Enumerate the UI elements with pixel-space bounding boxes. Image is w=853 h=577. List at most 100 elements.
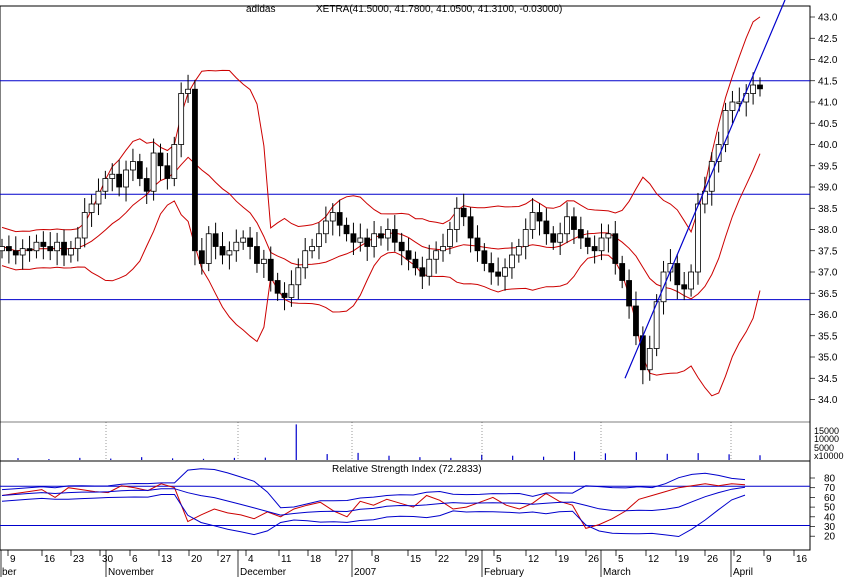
price-tick-label: 41.5 xyxy=(818,76,838,87)
rsi-lines xyxy=(1,468,746,538)
candle-body xyxy=(564,216,570,235)
candle-body xyxy=(157,152,164,167)
candle-body xyxy=(309,246,315,252)
x-month-label: November xyxy=(108,567,155,577)
candle-body xyxy=(288,284,295,298)
price-tick-label: 42.0 xyxy=(818,55,838,66)
candle-body xyxy=(550,233,557,243)
candle-body xyxy=(681,284,688,290)
candle-body xyxy=(274,280,281,294)
x-day-label: 4 xyxy=(248,554,254,565)
candle-body xyxy=(722,110,729,145)
rsi-upper-band xyxy=(1,468,746,509)
candle-body xyxy=(708,161,715,192)
candle-body xyxy=(481,250,488,264)
candle-body xyxy=(185,88,191,94)
candle-body xyxy=(343,224,350,235)
candle-body xyxy=(295,267,302,286)
candle-body xyxy=(19,248,26,256)
x-day-label: 26 xyxy=(588,554,600,565)
candle-body xyxy=(12,250,19,256)
x-day-label: 5 xyxy=(496,554,502,565)
candle-body xyxy=(398,241,405,252)
candle-body xyxy=(205,233,212,264)
candle-body xyxy=(116,173,123,188)
price-tick-label: 35.0 xyxy=(818,353,838,364)
candle-body xyxy=(102,178,109,192)
price-tick-label: 37.0 xyxy=(818,268,838,279)
candle-body xyxy=(750,84,757,94)
x-day-label: 26 xyxy=(707,554,719,565)
candle-body xyxy=(440,246,446,252)
candle-body xyxy=(143,178,150,192)
rsi-panel-frame xyxy=(0,460,811,551)
candlesticks xyxy=(0,72,763,385)
candle-body xyxy=(26,248,33,252)
candle-body xyxy=(40,241,47,247)
rsi-tick-label: 50 xyxy=(824,503,836,514)
volume-tick-label: 15000 xyxy=(814,426,839,436)
candle-body xyxy=(212,233,219,247)
candle-body xyxy=(674,263,681,286)
x-day-label: 19 xyxy=(558,554,570,565)
candle-body xyxy=(695,203,701,273)
candle-body xyxy=(371,233,378,247)
candle-body xyxy=(130,161,136,171)
candle-body xyxy=(384,229,391,239)
candle-body xyxy=(502,267,508,277)
x-day-label: 11 xyxy=(281,554,292,565)
rsi-line xyxy=(1,483,746,529)
price-tick-label: 39.0 xyxy=(818,183,838,194)
x-day-label: 12 xyxy=(528,554,540,565)
x-day-label: 9 xyxy=(766,554,772,565)
trendline xyxy=(624,0,786,379)
x-day-label: 30 xyxy=(102,554,114,565)
candle-body xyxy=(626,280,632,307)
candle-body xyxy=(150,152,157,192)
x-day-label: 27 xyxy=(338,554,350,565)
candle-body xyxy=(433,250,440,260)
price-tick-label: 40.0 xyxy=(818,140,838,151)
candle-body xyxy=(571,216,577,230)
candle-body xyxy=(109,173,116,179)
price-tick-label: 42.5 xyxy=(818,34,838,45)
candle-body xyxy=(412,258,419,269)
candle-body xyxy=(316,233,322,247)
symbol-label: adidas xyxy=(246,4,275,15)
candle-body xyxy=(95,190,102,205)
candle-body xyxy=(715,144,722,162)
x-day-label: 2 xyxy=(736,554,742,565)
candle-body xyxy=(729,101,736,111)
candle-body xyxy=(474,237,481,252)
x-day-label: 18 xyxy=(310,554,322,565)
price-tick-label: 38.5 xyxy=(818,204,838,215)
candle-body xyxy=(509,254,515,269)
x-day-label: 13 xyxy=(161,554,173,565)
price-tick-label: 39.5 xyxy=(818,161,838,172)
candle-body xyxy=(357,237,364,243)
candle-body xyxy=(419,267,426,277)
x-day-label: 19 xyxy=(678,554,690,565)
x-day-label: 20 xyxy=(191,554,203,565)
price-tick-label: 36.5 xyxy=(818,289,838,300)
price-tick-label: 40.5 xyxy=(818,119,838,130)
candle-body xyxy=(164,165,171,179)
price-y-axis: 43.0 42.5 42.0 41.5 41.0 40.5 40.0 39.5 39.0 38.5… xyxy=(810,13,838,406)
x-day-label: 8 xyxy=(374,554,380,565)
x-day-label: 15 xyxy=(410,554,422,565)
volume-bars xyxy=(17,424,761,460)
x-month-label: February xyxy=(484,567,524,577)
candle-body xyxy=(543,220,550,235)
price-tick-label: 41.0 xyxy=(818,98,838,109)
quote-label: XETRA(41.5000, 41.7800, 41.0500, 41.3100… xyxy=(316,4,562,15)
candle-body xyxy=(598,237,605,252)
candle-body xyxy=(757,84,763,90)
candle-body xyxy=(47,246,54,252)
x-day-label: 16 xyxy=(796,554,808,565)
x-day-label: 23 xyxy=(73,554,85,565)
rsi-tick-label: 80 xyxy=(824,474,836,485)
candle-body xyxy=(33,241,40,252)
candle-body xyxy=(281,292,288,298)
